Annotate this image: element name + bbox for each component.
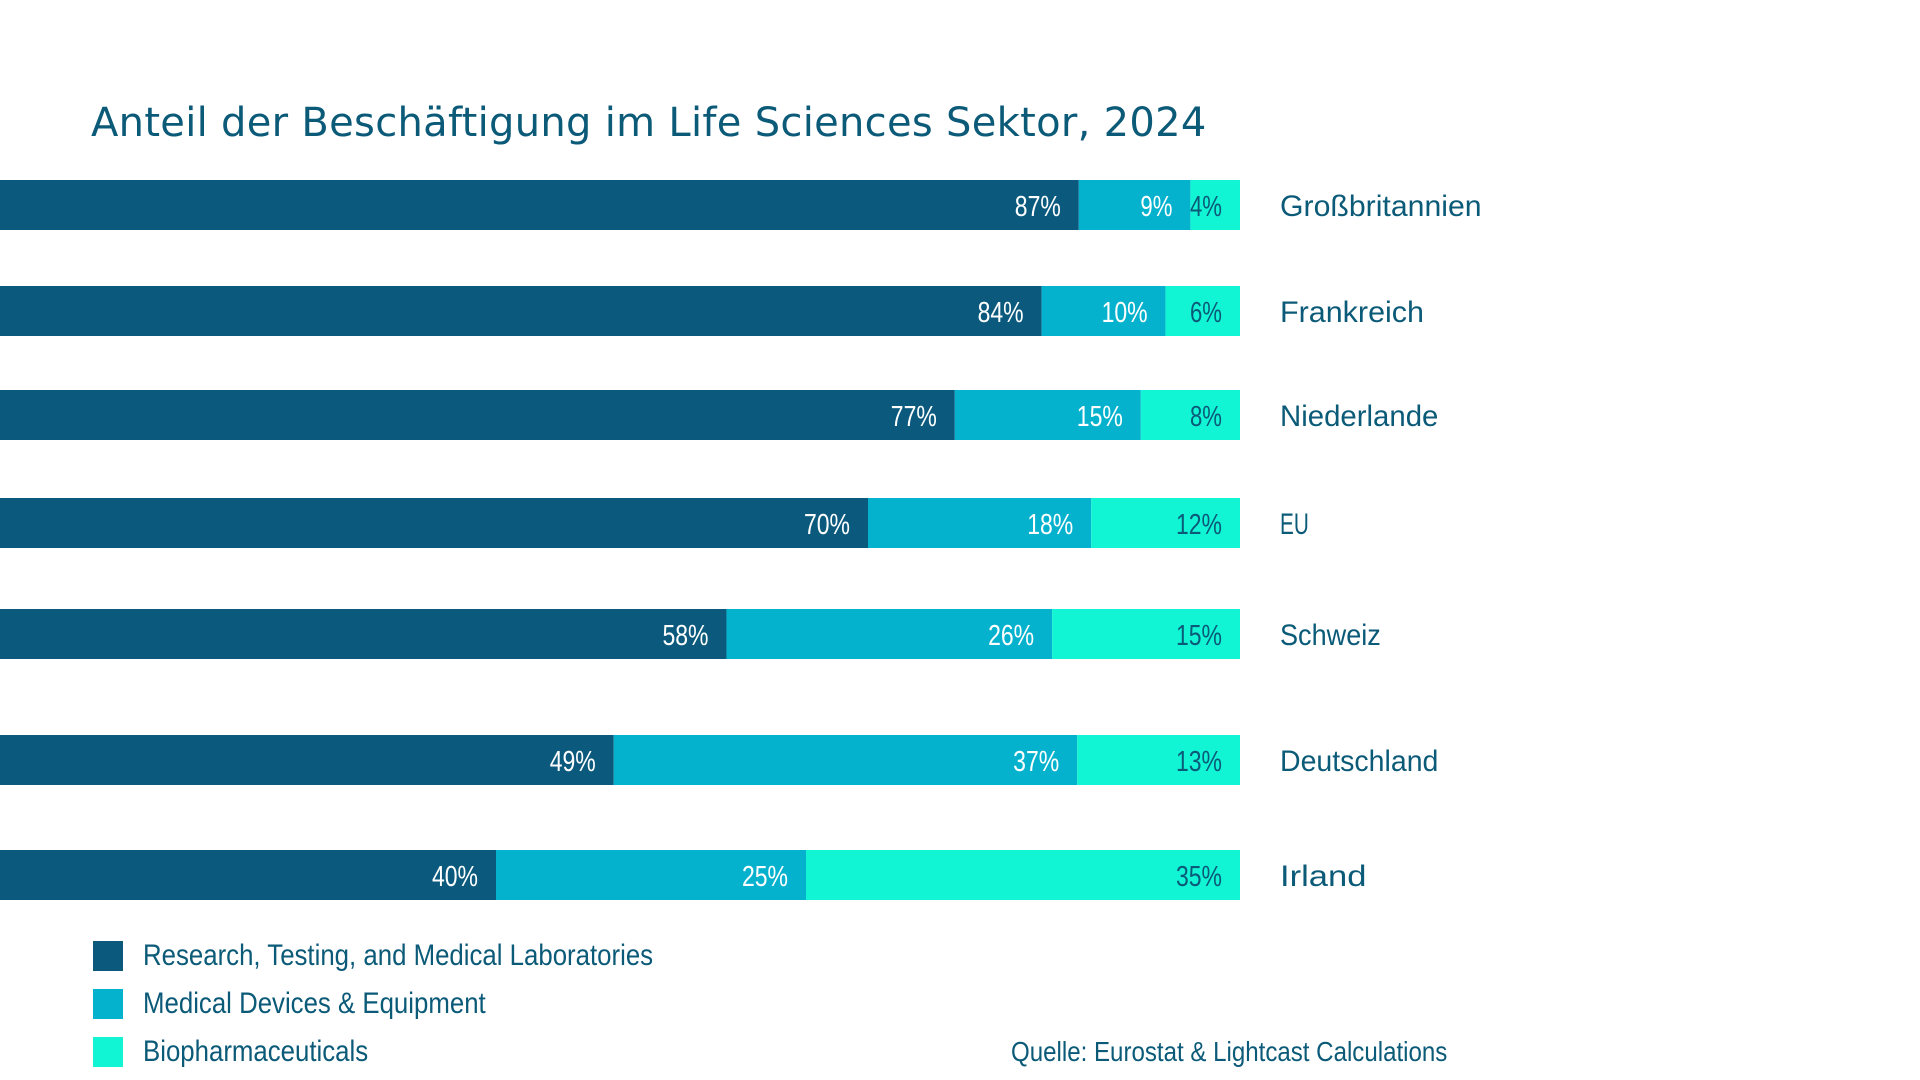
legend-label-biopharma: Biopharmaceuticals bbox=[143, 1035, 369, 1068]
data-label-niederlande-series-1: 15% bbox=[1077, 401, 1123, 433]
data-label-deutschland-series-0: 49% bbox=[550, 746, 596, 778]
legend-label-research: Research, Testing, and Medical Laborator… bbox=[143, 939, 654, 972]
data-label-schweiz-series-1: 26% bbox=[988, 620, 1034, 652]
bar-frankreich-series-0 bbox=[0, 286, 1042, 336]
bar-irland-series-0 bbox=[0, 850, 496, 900]
category-label-frankreich: Frankreich bbox=[1280, 296, 1424, 329]
bar-schweiz-series-2 bbox=[1052, 609, 1240, 659]
legend-swatch-research bbox=[93, 941, 123, 971]
bar-schweiz-series-1 bbox=[726, 609, 1053, 659]
legend-item-medical-devices: Medical Devices & Equipment bbox=[93, 980, 736, 1028]
bar-irland-series-2 bbox=[806, 850, 1240, 900]
category-label-schweiz: Schweiz bbox=[1280, 619, 1381, 652]
data-label-gro-britannien-series-0: 87% bbox=[1015, 191, 1061, 223]
legend-label-medical-devices: Medical Devices & Equipment bbox=[143, 987, 486, 1020]
category-label-irland: Irland bbox=[1280, 860, 1366, 893]
data-label-eu-series-1: 18% bbox=[1027, 509, 1073, 541]
bar-eu-series-2 bbox=[1091, 498, 1240, 548]
legend-swatch-biopharma bbox=[93, 1037, 123, 1067]
bar-deutschland-series-1 bbox=[613, 735, 1078, 785]
data-label-irland-series-0: 40% bbox=[432, 861, 478, 893]
data-label-gro-britannien-series-1: 9% bbox=[1140, 191, 1172, 223]
data-label-deutschland-series-2: 13% bbox=[1176, 746, 1222, 778]
bar-frankreich-series-1 bbox=[1041, 286, 1166, 336]
bar-gro-britannien-series-2 bbox=[1190, 180, 1240, 230]
legend: Research, Testing, and Medical Laborator… bbox=[93, 932, 736, 1076]
bar-deutschland-series-0 bbox=[0, 735, 614, 785]
data-label-schweiz-series-0: 58% bbox=[662, 620, 708, 652]
category-label-eu: EU bbox=[1280, 508, 1309, 541]
bar-irland-series-1 bbox=[496, 850, 806, 900]
source-note: Quelle: Eurostat & Lightcast Calculation… bbox=[1011, 1036, 1448, 1067]
bar-eu-series-0 bbox=[0, 498, 868, 548]
data-label-irland-series-1: 25% bbox=[742, 861, 788, 893]
data-label-irland-series-2: 35% bbox=[1176, 861, 1222, 893]
bar-niederlande-series-0 bbox=[0, 390, 955, 440]
bar-deutschland-series-2 bbox=[1077, 735, 1240, 785]
data-label-frankreich-series-0: 84% bbox=[978, 297, 1024, 329]
data-label-schweiz-series-2: 15% bbox=[1176, 620, 1222, 652]
bar-niederlande-series-2 bbox=[1140, 390, 1240, 440]
category-label-deutschland: Deutschland bbox=[1280, 745, 1438, 778]
legend-item-research: Research, Testing, and Medical Laborator… bbox=[93, 932, 736, 980]
data-label-frankreich-series-2: 6% bbox=[1190, 297, 1222, 329]
data-label-niederlande-series-0: 77% bbox=[891, 401, 937, 433]
category-label-gro-britannien: Großbritannien bbox=[1280, 190, 1482, 223]
data-label-niederlande-series-2: 8% bbox=[1190, 401, 1222, 433]
chart-title: Anteil der Beschäftigung im Life Science… bbox=[91, 100, 1207, 146]
category-label-niederlande: Niederlande bbox=[1280, 400, 1438, 433]
legend-swatch-medical-devices bbox=[93, 989, 123, 1019]
bar-gro-britannien-series-1 bbox=[1078, 180, 1191, 230]
data-label-eu-series-2: 12% bbox=[1176, 509, 1222, 541]
bar-schweiz-series-0 bbox=[0, 609, 727, 659]
data-label-gro-britannien-series-2: 4% bbox=[1190, 191, 1222, 223]
data-label-deutschland-series-1: 37% bbox=[1013, 746, 1059, 778]
legend-item-biopharma: Biopharmaceuticals bbox=[93, 1028, 736, 1076]
bar-eu-series-1 bbox=[868, 498, 1092, 548]
data-label-eu-series-0: 70% bbox=[804, 509, 850, 541]
data-label-frankreich-series-1: 10% bbox=[1102, 297, 1148, 329]
bar-niederlande-series-1 bbox=[954, 390, 1141, 440]
bar-frankreich-series-2 bbox=[1165, 286, 1240, 336]
bar-gro-britannien-series-0 bbox=[0, 180, 1079, 230]
